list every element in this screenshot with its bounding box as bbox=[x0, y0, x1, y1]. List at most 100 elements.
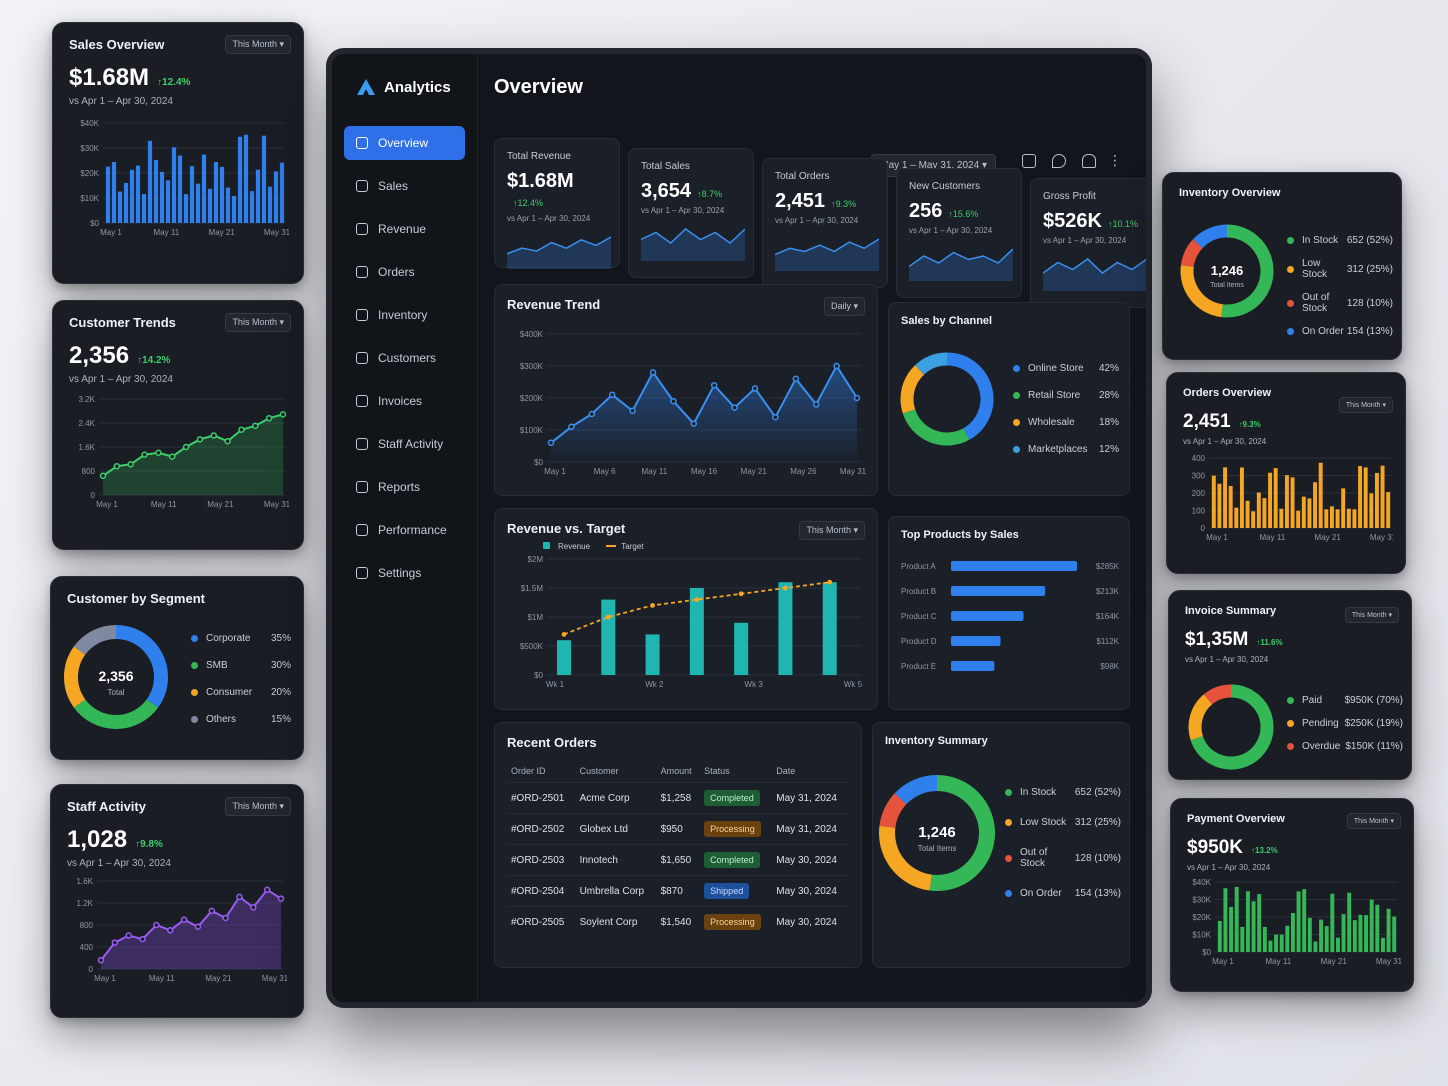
cell-status: Shipped bbox=[700, 875, 773, 907]
data-point bbox=[833, 362, 840, 370]
bar bbox=[1335, 937, 1340, 952]
donut-slice bbox=[915, 352, 948, 375]
y-tick-label: $0 bbox=[1202, 948, 1211, 957]
series-line bbox=[550, 364, 858, 444]
brand: Analytics bbox=[344, 78, 465, 96]
x-tick-label: May 21 bbox=[205, 974, 232, 983]
y-tick-label: $10K bbox=[1192, 931, 1211, 940]
sparkline-area bbox=[775, 239, 879, 271]
y-tick-label: 200 bbox=[1192, 489, 1206, 498]
bar bbox=[1347, 892, 1352, 952]
period-dropdown[interactable]: This Month bbox=[1346, 813, 1401, 829]
sidebar-item-performance[interactable]: Performance bbox=[344, 513, 465, 547]
y-tick-label: $300K bbox=[520, 362, 544, 371]
period-dropdown[interactable]: This Month bbox=[799, 521, 865, 540]
legend-item: Low Stock 312 (25%) bbox=[1005, 817, 1121, 828]
x-tick-label: May 21 bbox=[741, 467, 768, 476]
status-badge: Completed bbox=[704, 852, 760, 868]
table-row[interactable]: #ORD-2501 Acme Corp $1,258 Completed May 31,… bbox=[507, 782, 849, 814]
period-dropdown[interactable]: This Month bbox=[225, 797, 291, 816]
bar bbox=[1223, 467, 1228, 528]
legend-label: Pending bbox=[1302, 718, 1339, 729]
bar bbox=[1380, 937, 1385, 952]
y-tick-label: 800 bbox=[82, 467, 96, 476]
sidebar-item-sales[interactable]: Sales bbox=[344, 169, 465, 203]
column-header: Amount bbox=[660, 766, 692, 776]
legend-item: Marketplaces 12% bbox=[1013, 444, 1119, 455]
table-row[interactable]: #ORD-2505 Soylent Corp $1,540 Processing May… bbox=[507, 906, 849, 937]
bar bbox=[249, 191, 255, 223]
calendar-icon[interactable] bbox=[1022, 154, 1036, 168]
legend-swatch bbox=[1287, 697, 1294, 704]
table-row[interactable]: #ORD-2502 Globex Ltd $950 Processing May 31,… bbox=[507, 813, 849, 845]
more-options-icon[interactable]: ⋮ bbox=[1108, 152, 1122, 168]
data-point bbox=[250, 904, 257, 911]
metric-value: 2,451 bbox=[1183, 411, 1231, 432]
customer-segment-card: Customer by Segment 2,356 Total Corporat… bbox=[50, 576, 304, 760]
period-dropdown[interactable]: This Month bbox=[1344, 607, 1399, 623]
table-row[interactable]: #ORD-2504 Umbrella Corp $870 Shipped May 30,… bbox=[507, 875, 849, 907]
period-dropdown[interactable]: This Month bbox=[1338, 397, 1393, 413]
x-tick-label: May 11 bbox=[151, 500, 177, 509]
legend-item: Corporate 35% bbox=[191, 633, 291, 644]
legend-value: 15% bbox=[270, 714, 291, 725]
table-row[interactable]: #ORD-2503 Innotech $1,650 Completed May 30, … bbox=[507, 844, 849, 876]
period-dropdown[interactable]: This Month bbox=[225, 35, 291, 54]
bar bbox=[1245, 500, 1250, 528]
y-tick-label: $30K bbox=[80, 144, 99, 153]
delta-badge: 13.2% bbox=[1251, 846, 1278, 855]
sidebar-item-staff-activity[interactable]: Staff Activity bbox=[344, 427, 465, 461]
comparison-label: vs Apr 1 – Apr 30, 2024 bbox=[1187, 863, 1271, 872]
sidebar-item-overview[interactable]: Overview bbox=[344, 126, 465, 160]
product-value: $285K bbox=[1096, 562, 1120, 571]
y-tick-label: $100K bbox=[520, 426, 544, 435]
data-point bbox=[731, 404, 738, 411]
kpi-label: Total Revenue bbox=[507, 151, 571, 162]
orders-overview-card: Orders Overview This Month 2,451 9.3% vs … bbox=[1166, 372, 1406, 574]
legend-label: Out of Stock bbox=[1020, 847, 1048, 869]
period-dropdown[interactable]: This Month bbox=[225, 313, 291, 332]
donut-slice bbox=[1180, 239, 1203, 268]
y-tick-label: 0 bbox=[1201, 524, 1206, 533]
metric-value: 1,028 bbox=[67, 826, 128, 853]
bell-icon[interactable] bbox=[1082, 154, 1096, 168]
kpi-card: Total Sales 3,654 8.7% vs Apr 1 – Apr 30, 2… bbox=[628, 148, 754, 278]
comparison-label: vs Apr 1 – Apr 30, 2024 bbox=[1183, 437, 1267, 446]
data-point bbox=[155, 449, 162, 457]
bar bbox=[261, 135, 267, 223]
legend-item: In Stock 652 (52%) bbox=[1287, 235, 1393, 246]
sidebar-item-reports[interactable]: Reports bbox=[344, 470, 465, 504]
x-tick-label: May 31 bbox=[264, 500, 289, 509]
bar bbox=[255, 169, 261, 223]
orders-icon bbox=[356, 266, 368, 278]
legend-label: Out of Stock bbox=[1302, 292, 1330, 314]
bar bbox=[1330, 893, 1335, 952]
legend-value: 42% bbox=[1098, 363, 1119, 374]
bar bbox=[183, 194, 189, 223]
sidebar-item-invoices[interactable]: Invoices bbox=[344, 384, 465, 418]
y-tick-label: 800 bbox=[80, 921, 94, 930]
donut-slice bbox=[1193, 224, 1228, 249]
legend-swatch bbox=[1287, 328, 1294, 335]
sidebar-item-revenue[interactable]: Revenue bbox=[344, 212, 465, 246]
sidebar-item-orders[interactable]: Orders bbox=[344, 255, 465, 289]
product-value: $164K bbox=[1096, 612, 1120, 621]
sidebar-item-settings[interactable]: Settings bbox=[344, 556, 465, 590]
legend-swatch bbox=[1287, 720, 1294, 727]
legend-label: Online Store bbox=[1028, 363, 1084, 374]
main-content: Overview May 1 – May 31, 2024 ⋮ Total Re… bbox=[478, 54, 1146, 1002]
x-tick-label: May 31 bbox=[840, 467, 867, 476]
sidebar-item-inventory[interactable]: Inventory bbox=[344, 298, 465, 332]
card-title: Customer Trends bbox=[69, 315, 176, 330]
sidebar-item-customers[interactable]: Customers bbox=[344, 341, 465, 375]
bar bbox=[1240, 926, 1245, 952]
chat-icon[interactable] bbox=[1052, 154, 1066, 168]
granularity-dropdown[interactable]: Daily bbox=[823, 297, 865, 316]
invoice-legend: Paid $950K (70%) Pending $250K (19%) Overdue… bbox=[1287, 695, 1403, 764]
sparkline-line bbox=[774, 238, 880, 256]
bar bbox=[189, 166, 195, 223]
bar bbox=[1313, 482, 1318, 528]
payment-overview-card: Payment Overview This Month $950K 13.2% v… bbox=[1170, 798, 1414, 992]
